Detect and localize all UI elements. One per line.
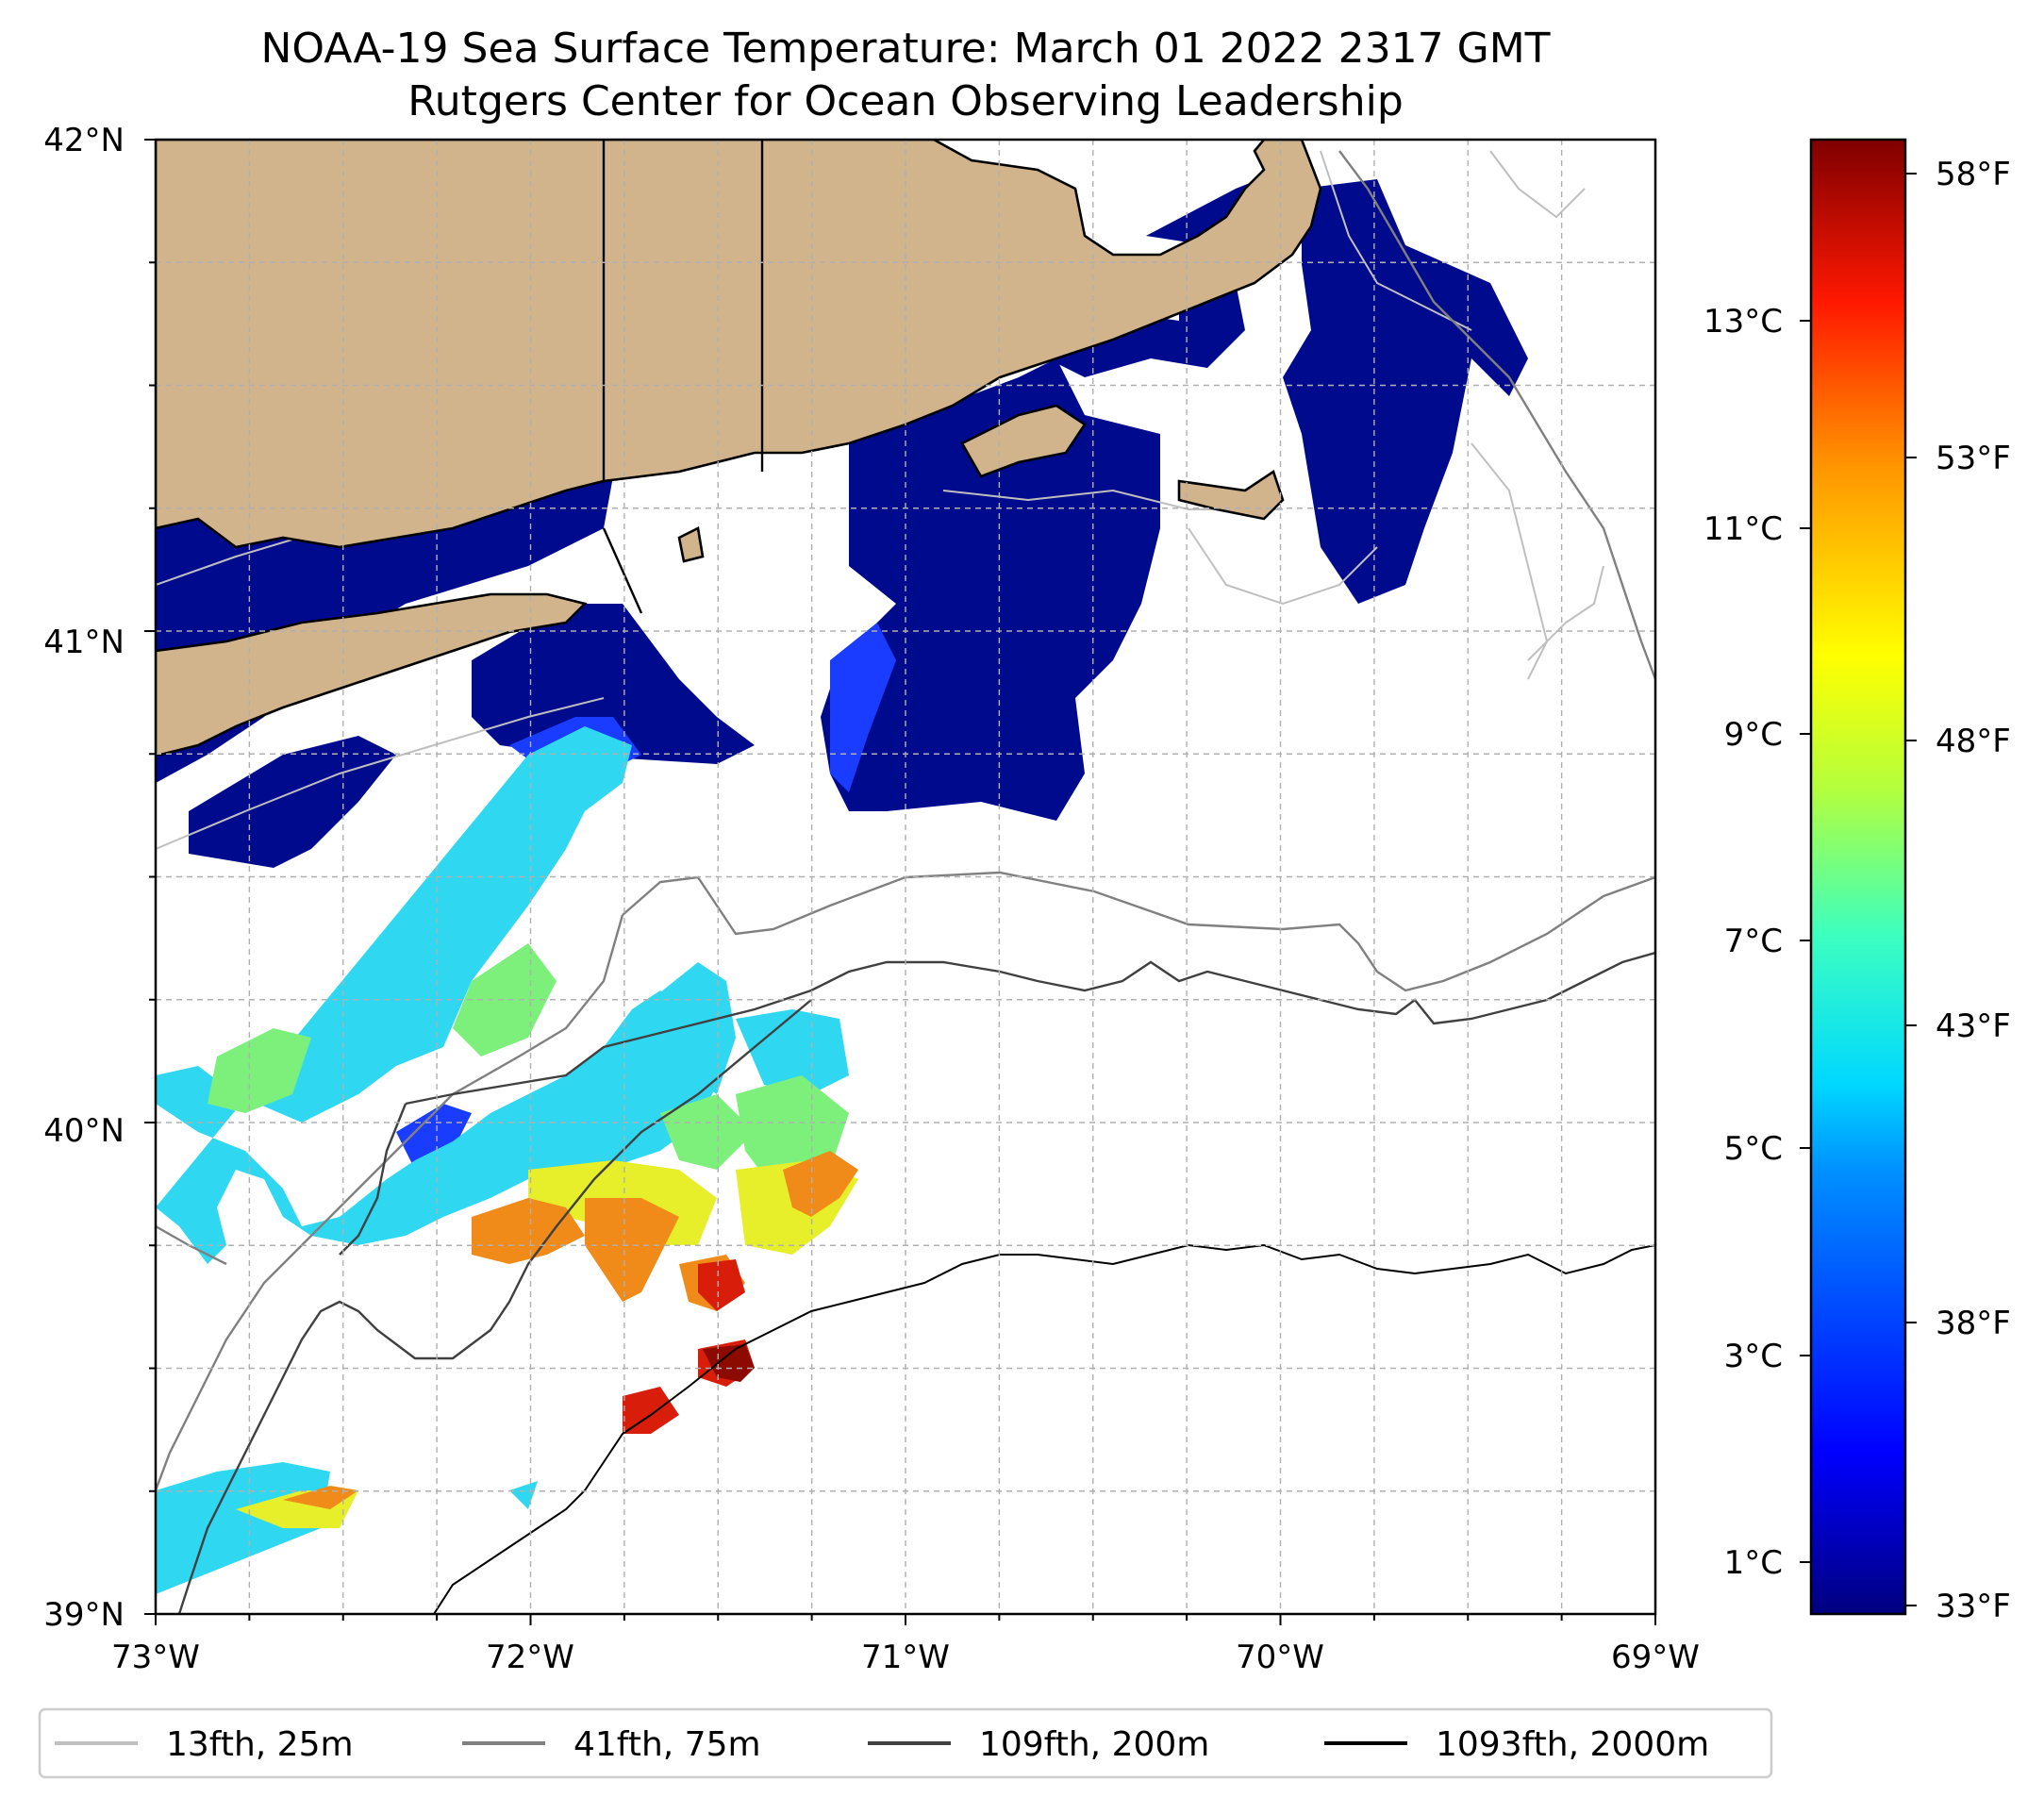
cbar-f-48: 48°F <box>1936 723 2011 760</box>
y-tick-39n: 39°N <box>43 1596 125 1634</box>
cbar-f-53: 53°F <box>1936 440 2011 477</box>
y-tick-40n: 40°N <box>43 1112 125 1150</box>
x-tick-72w: 72°W <box>486 1639 574 1676</box>
colorbar: 58°F 53°F 48°F 43°F 38°F 33°F 13°C 11°C … <box>1703 138 2011 1625</box>
map-gridlines <box>156 140 1655 1614</box>
land-masses <box>156 140 1322 757</box>
y-tick-41n: 41°N <box>43 624 125 661</box>
legend-label-200m: 109fth, 200m <box>979 1725 1209 1764</box>
cbar-f-58: 58°F <box>1936 156 2011 193</box>
cbar-c-11: 11°C <box>1703 510 1783 548</box>
cbar-f-38: 38°F <box>1936 1305 2011 1342</box>
isobath-200m <box>177 951 1655 1614</box>
sst-extreme-water <box>703 1344 755 1382</box>
cbar-c-13: 13°C <box>1703 303 1783 341</box>
colorbar-gradient <box>1809 138 1907 1616</box>
x-tick-69w: 69°W <box>1611 1639 1700 1676</box>
map-plot-area <box>156 140 1655 1614</box>
map-subtitle: Rutgers Center for Ocean Observing Leade… <box>407 77 1404 125</box>
x-tick-70w: 70°W <box>1236 1639 1324 1676</box>
cbar-c-3: 3°C <box>1724 1338 1783 1375</box>
map-axis-ticks <box>144 139 1656 1625</box>
cbar-c-7: 7°C <box>1724 923 1783 960</box>
cbar-f-33: 33°F <box>1936 1588 2011 1625</box>
isobath-2000m <box>433 1243 1655 1614</box>
cbar-c-1: 1°C <box>1724 1544 1783 1582</box>
map-title: NOAA-19 Sea Surface Temperature: March 0… <box>260 25 1550 73</box>
cbar-c-9: 9°C <box>1724 716 1783 754</box>
legend-label-75m: 41fth, 75m <box>573 1725 761 1764</box>
land-long-island <box>156 592 588 757</box>
land-block-island <box>677 526 705 563</box>
x-tick-73w: 73°W <box>111 1639 200 1676</box>
land-marthas-vineyard <box>960 404 1087 478</box>
cbar-f-43: 43°F <box>1936 1007 2011 1045</box>
legend-label-25m: 13fth, 25m <box>166 1725 354 1764</box>
legend-label-2000m: 1093fth, 2000m <box>1436 1725 1709 1764</box>
isobath-legend: 13fth, 25m 41fth, 75m 109fth, 200m 1093f… <box>38 1707 1773 1779</box>
state-borders <box>602 140 764 614</box>
x-tick-71w: 71°W <box>861 1639 950 1676</box>
cbar-c-5: 5°C <box>1724 1130 1783 1168</box>
land-nantucket <box>1177 469 1285 521</box>
land-connecticut-ri <box>156 140 1322 549</box>
map-axis-labels: 73°W 72°W 71°W 70°W 69°W 42°N 41°N 40°N … <box>43 122 1700 1676</box>
y-tick-42n: 42°N <box>43 122 125 159</box>
